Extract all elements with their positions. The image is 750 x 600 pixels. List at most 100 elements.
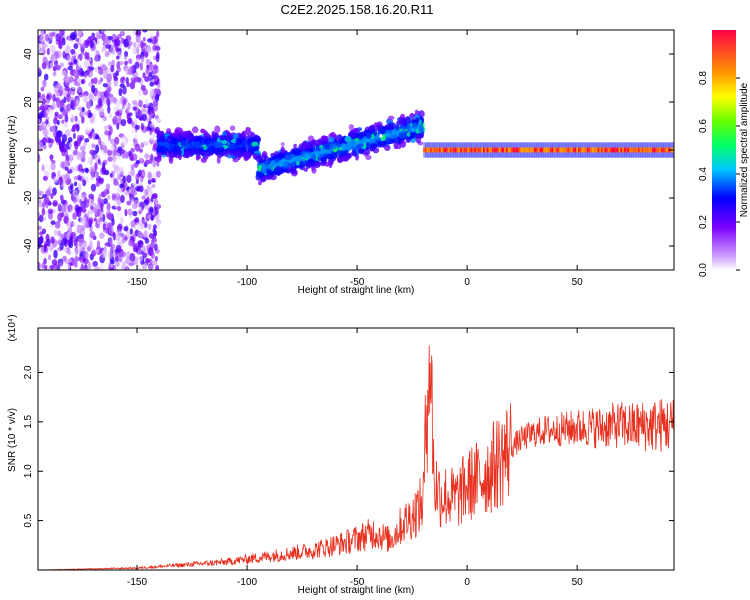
heatmap-cell [191,126,199,134]
heatmap-cell [130,220,136,228]
heatmap-cell [98,232,105,240]
heatmap-cell [297,156,303,162]
heatmap-cell [548,147,552,153]
heatmap-cell [107,156,113,162]
heatmap-cell [542,147,547,153]
heatmap-cell [265,173,273,181]
heatmap-cell [77,182,82,192]
colorbar-tick-label: 0.4 [698,167,709,181]
heatmap-cell [77,58,81,67]
heatmap-cell [509,147,513,153]
heatmap-cell [130,148,135,153]
heatmap-cell [463,147,467,153]
heatmap-cell [119,183,125,189]
heatmap-cell [305,152,310,160]
heatmap-cell [110,64,115,73]
heatmap-cell [150,251,155,259]
heatmap-cell [40,86,45,92]
heatmap-cell [479,147,483,153]
heatmap-cell [80,70,85,76]
heatmap-cell [327,149,332,154]
heatmap-cell [83,114,89,120]
heatmap-cell [377,141,382,146]
heatmap-cell [76,156,81,161]
heatmap-cell [83,59,89,68]
heatmap-cell [280,142,285,147]
heatmap-cell [117,231,123,237]
heatmap-cell [45,119,49,125]
heatmap-cell [438,147,443,153]
heatmap-cell [493,147,497,153]
heatmap-cell [44,196,50,204]
heatmap-cell [609,147,613,153]
heatmap-cell [112,264,117,270]
heatmap-cell [108,60,112,67]
heatmap-cell [447,147,451,153]
heatmap-cell [100,202,104,212]
heatmap-cell [67,65,73,71]
heatmap-cell [108,113,113,119]
heatmap-cell [73,58,78,65]
heatmap-cell [56,119,60,126]
heatmap-cell [556,147,561,153]
heatmap-cell [291,157,297,162]
heatmap-cell [46,47,50,56]
heatmap-cell [114,136,120,145]
heatmap-cell [467,147,471,153]
heatmap-cell [58,261,63,268]
heatmap-cell [74,141,79,150]
heatmap-cell [48,108,53,117]
heatmap-cell [83,39,90,49]
heatmap-cell [119,83,125,88]
heatmap-cell [60,70,67,77]
heatmap-cell [46,188,51,197]
heatmap-cell [88,71,94,77]
heatmap-cell [61,134,68,143]
heatmap-cell [114,115,118,120]
heatmap-cell [106,97,110,105]
heatmap-cell [107,105,111,114]
heatmap-cell [602,147,606,153]
heatmap-cell [620,147,624,153]
heatmap-cell [532,147,536,153]
heatmap-cell [93,95,97,101]
heatmap-cell [69,147,75,153]
heatmap-cell [465,147,469,153]
heatmap-cell [406,124,412,130]
heatmap-x-tick-label: -100 [237,277,257,288]
heatmap-cell [94,66,98,73]
heatmap-cell [604,147,608,153]
heatmap-cell [179,130,187,136]
heatmap-cell [120,118,127,127]
heatmap-cell [514,147,518,153]
heatmap-cell [291,160,298,167]
heatmap-cell [131,100,138,105]
heatmap-cell [147,38,153,43]
heatmap-cell [38,225,42,231]
heatmap-cell [216,141,223,149]
heatmap-cell [144,154,151,159]
heatmap-cell [82,216,87,225]
heatmap-cell [618,147,622,153]
heatmap-cell [109,126,113,135]
heatmap-cell [79,198,83,205]
heatmap-cell [156,221,161,229]
heatmap-cell [451,147,455,153]
heatmap-cell [104,169,110,176]
heatmap-cell [64,77,70,83]
heatmap-cell [70,128,76,133]
heatmap-cell [373,122,378,128]
heatmap-cell [183,143,190,150]
heatmap-cell [135,173,140,182]
heatmap-cell [101,250,107,259]
heatmap-cell [366,132,372,139]
heatmap-cell [644,147,649,153]
heatmap-cell [38,262,41,270]
heatmap-cell [44,210,49,216]
heatmap-cell [185,132,192,140]
heatmap-cell [110,259,115,265]
heatmap-cell [78,240,83,248]
heatmap-cell [64,86,71,92]
snr-x-tick-label: -50 [350,577,365,588]
heatmap-cell [332,151,337,158]
